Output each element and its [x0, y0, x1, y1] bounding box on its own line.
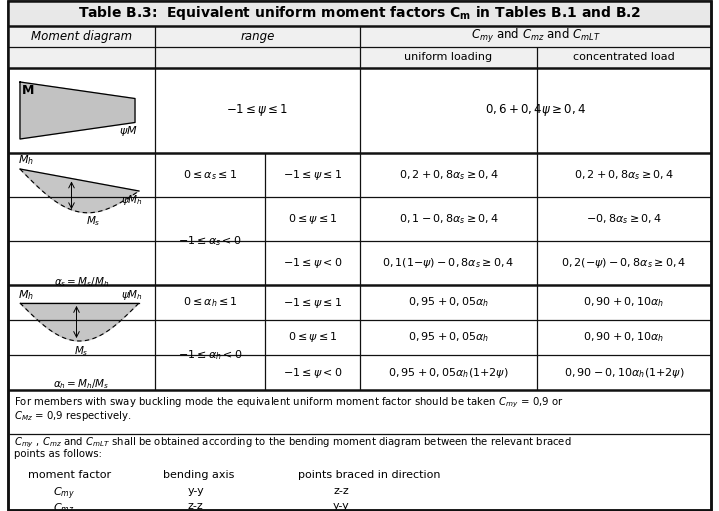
Text: Table B.3:  Equivalent uniform moment factors $\mathbf{C_m}$ in Tables B.1 and B: Table B.3: Equivalent uniform moment fac… — [78, 5, 641, 22]
Text: $0 \leq \psi \leq 1$: $0 \leq \psi \leq 1$ — [288, 331, 337, 344]
Text: moment factor: moment factor — [28, 470, 111, 480]
Text: points braced in direction: points braced in direction — [298, 470, 441, 480]
Text: $\alpha_h = M_h/M_s$: $\alpha_h = M_h/M_s$ — [53, 377, 110, 391]
Text: $M_s$: $M_s$ — [74, 344, 88, 358]
Text: $0,1(1{-}\psi) - 0,8\alpha_s \geq 0,4$: $0,1(1{-}\psi) - 0,8\alpha_s \geq 0,4$ — [383, 256, 515, 270]
Text: z-z: z-z — [188, 501, 203, 511]
Polygon shape — [20, 82, 135, 139]
Text: $0,90 + 0,10\alpha_h$: $0,90 + 0,10\alpha_h$ — [583, 331, 664, 344]
Text: z-z: z-z — [333, 486, 349, 496]
Text: $C_{my}$ , $C_{mz}$ and $C_{mLT}$ shall be obtained according to the bending mom: $C_{my}$ , $C_{mz}$ and $C_{mLT}$ shall … — [14, 436, 572, 450]
Bar — [9, 2, 710, 26]
Text: $\psi M$: $\psi M$ — [119, 125, 138, 138]
Text: $0,1 - 0,8\alpha_s \geq 0,4$: $0,1 - 0,8\alpha_s \geq 0,4$ — [398, 212, 498, 226]
Text: y-y: y-y — [333, 501, 349, 511]
Text: $0,95 + 0,05\alpha_h$: $0,95 + 0,05\alpha_h$ — [408, 295, 489, 309]
Text: Moment diagram: Moment diagram — [31, 30, 132, 43]
Text: $M_s$: $M_s$ — [86, 214, 101, 228]
Text: $\psi M_h$: $\psi M_h$ — [121, 193, 143, 207]
Text: concentrated load: concentrated load — [573, 53, 675, 62]
Text: $\psi M_h$: $\psi M_h$ — [121, 288, 143, 302]
Text: $C_{Mz}$ = 0,9 respectively.: $C_{Mz}$ = 0,9 respectively. — [14, 409, 132, 423]
Text: $\alpha_s = M_s/M_h$: $\alpha_s = M_s/M_h$ — [54, 275, 109, 289]
Text: $0 \leq \psi \leq 1$: $0 \leq \psi \leq 1$ — [288, 212, 337, 226]
Text: $-0,8\alpha_s \geq 0,4$: $-0,8\alpha_s \geq 0,4$ — [586, 212, 662, 226]
Text: $-1 \leq \psi < 0$: $-1 \leq \psi < 0$ — [283, 365, 342, 380]
Text: $C_{my}$ and $C_{mz}$ and $C_{mLT}$: $C_{my}$ and $C_{mz}$ and $C_{mLT}$ — [470, 28, 600, 45]
Text: points as follows:: points as follows: — [14, 449, 102, 459]
Text: $-1 \leq \alpha_h < 0$: $-1 \leq \alpha_h < 0$ — [178, 348, 242, 362]
Text: $0,95 + 0,05\alpha_h(1{+}2\psi)$: $0,95 + 0,05\alpha_h(1{+}2\psi)$ — [388, 365, 509, 380]
Text: $C_{my}$: $C_{my}$ — [53, 486, 75, 502]
Text: $-1 \leq \psi \leq 1$: $-1 \leq \psi \leq 1$ — [283, 168, 342, 182]
Text: $0,2 + 0,8\alpha_s \geq 0,4$: $0,2 + 0,8\alpha_s \geq 0,4$ — [574, 168, 674, 182]
Text: $0,6 + 0,4\psi \geq 0,4$: $0,6 + 0,4\psi \geq 0,4$ — [485, 103, 586, 119]
Text: y-y: y-y — [188, 486, 205, 496]
Text: $0 \leq \alpha_h \leq 1$: $0 \leq \alpha_h \leq 1$ — [183, 295, 237, 309]
Text: $C_{mz}$: $C_{mz}$ — [53, 501, 75, 511]
Text: M: M — [22, 84, 35, 97]
Text: bending axis: bending axis — [163, 470, 234, 480]
Text: $0 \leq \alpha_s \leq 1$: $0 \leq \alpha_s \leq 1$ — [183, 168, 237, 182]
Text: $0,90 + 0,10\alpha_h$: $0,90 + 0,10\alpha_h$ — [583, 295, 664, 309]
Text: $0,90 - 0,10\alpha_h(1{+}2\psi)$: $0,90 - 0,10\alpha_h(1{+}2\psi)$ — [564, 365, 684, 380]
Text: $-1 \leq \psi < 0$: $-1 \leq \psi < 0$ — [283, 256, 342, 270]
Bar — [9, 26, 710, 68]
Text: $0,2 + 0,8\alpha_s \geq 0,4$: $0,2 + 0,8\alpha_s \geq 0,4$ — [398, 168, 498, 182]
Text: $-1 \leq \psi \leq 1$: $-1 \leq \psi \leq 1$ — [283, 295, 342, 310]
Text: $0,95 + 0,05\alpha_h$: $0,95 + 0,05\alpha_h$ — [408, 331, 489, 344]
Text: $-1 \leq \psi \leq 1$: $-1 \leq \psi \leq 1$ — [226, 103, 288, 119]
Text: $0,2({-}\psi) - 0,8\alpha_s \geq 0,4$: $0,2({-}\psi) - 0,8\alpha_s \geq 0,4$ — [562, 256, 687, 270]
Polygon shape — [20, 169, 139, 213]
Text: uniform loading: uniform loading — [404, 53, 493, 62]
Text: $-1 \leq \alpha_s < 0$: $-1 \leq \alpha_s < 0$ — [178, 234, 242, 248]
Text: For members with sway buckling mode the equivalent uniform moment factor should : For members with sway buckling mode the … — [14, 396, 564, 410]
Text: $M_h$: $M_h$ — [18, 288, 34, 302]
Text: $M_h$: $M_h$ — [18, 153, 34, 167]
Text: range: range — [240, 30, 275, 43]
Polygon shape — [20, 303, 139, 341]
